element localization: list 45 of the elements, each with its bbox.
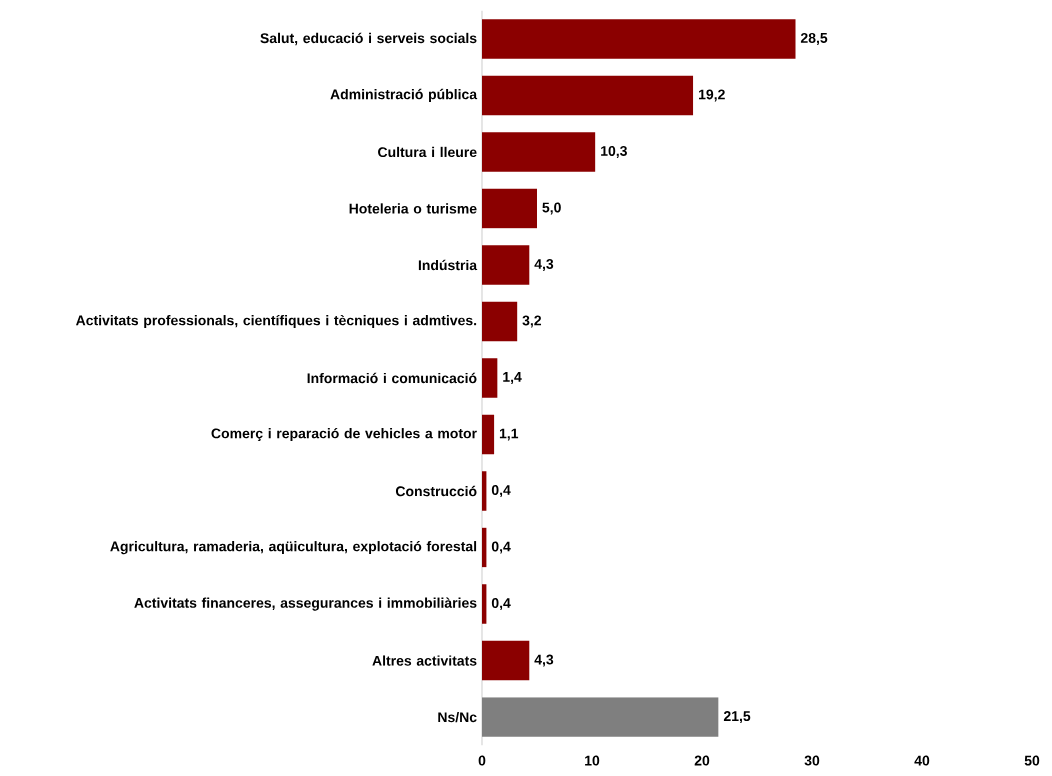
data-label: 28,5 [800, 32, 828, 45]
bar [482, 697, 719, 737]
data-label: 4,3 [534, 259, 554, 271]
y-tick-label: Indústria [418, 259, 478, 271]
bar [482, 245, 530, 285]
y-tick-label: Comerç i reparació de vehicles a motor [211, 427, 477, 442]
data-label: 21,5 [723, 711, 751, 724]
data-label: 1,4 [503, 372, 522, 384]
bar [482, 414, 495, 455]
y-tick-label: Activitats financeres, assegurances i immobiliàries [134, 597, 477, 611]
x-tick-label: 20 [694, 755, 710, 766]
data-label: 1,1 [499, 428, 519, 441]
bar [482, 584, 487, 624]
x-tick-label: 40 [914, 755, 930, 766]
y-tick-label: Hoteleria o turisme [349, 203, 477, 214]
data-label: 4,3 [534, 654, 554, 667]
bar [482, 75, 694, 116]
data-label: 0,4 [491, 541, 511, 554]
y-tick-label: Ns/Nc [438, 711, 477, 723]
y-tick-label: Altres activitats [372, 655, 477, 666]
data-label: 0,4 [491, 598, 511, 611]
x-tick-label: 10 [585, 755, 600, 766]
data-label: 10,3 [601, 146, 627, 158]
data-label: 5,0 [542, 202, 561, 215]
y-tick-label: Administració pública [330, 88, 478, 103]
y-tick-label: Agricultura, ramaderia, aqüicultura, explotació forestal [110, 540, 477, 555]
y-tick-label: Construcció [395, 485, 477, 497]
y-tick-label: Cultura i lleure [378, 146, 477, 158]
bar [482, 640, 530, 681]
bar [482, 358, 498, 398]
y-tick-label: Informació i comunicació [307, 372, 477, 384]
bar [482, 471, 487, 511]
data-label: 3,2 [522, 315, 542, 328]
x-tick-label: 50 [1024, 755, 1040, 766]
x-tick-label: 0 [478, 755, 486, 766]
x-tick-label: 30 [804, 755, 820, 766]
bar [482, 132, 596, 172]
y-tick-label: Activitats professionals, científiques i tècniques i admtives. [75, 314, 477, 329]
y-tick-label: Salut, educació i serveis socials [260, 32, 477, 46]
bar [482, 19, 796, 59]
data-label: 0,4 [491, 485, 511, 498]
data-label: 19,2 [699, 89, 725, 102]
bar [482, 301, 518, 342]
bar [482, 527, 487, 568]
bar [482, 188, 537, 229]
